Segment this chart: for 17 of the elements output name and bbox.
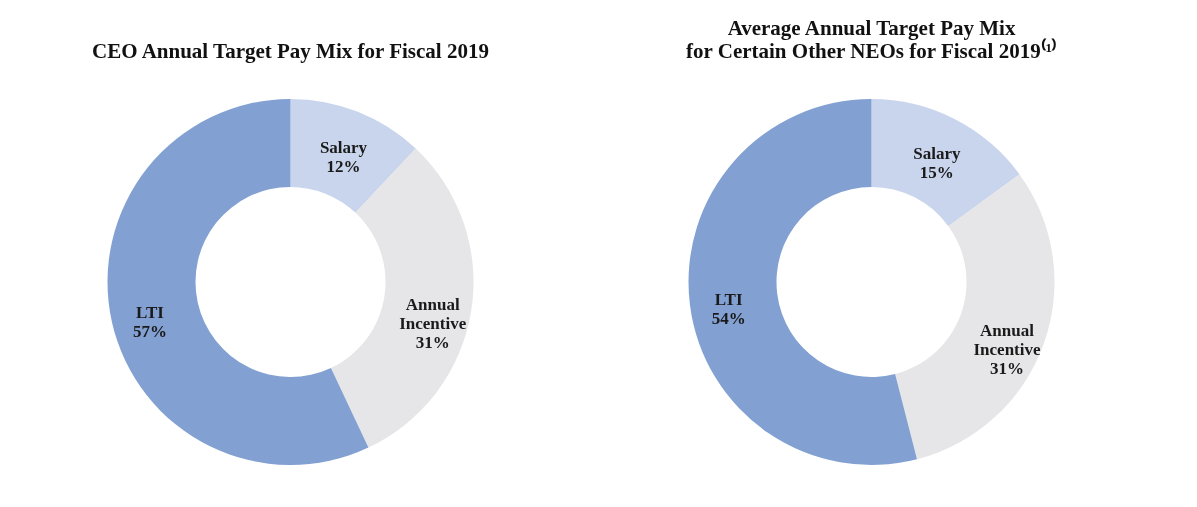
data-label: 15% (919, 162, 954, 182)
data-label: 54% (711, 309, 746, 329)
data-label: 12% (326, 157, 361, 177)
slice-label: LTI (714, 290, 743, 310)
data-label: 57% (132, 322, 167, 342)
slice-label: LTI (136, 303, 165, 323)
data-label: 31% (415, 332, 450, 352)
chart-title: CEO Annual Target Pay Mix for Fiscal 2019 (92, 39, 489, 63)
slice-label: Annual Incentive (399, 294, 467, 333)
data-label: 31% (989, 358, 1024, 378)
donut-slice (871, 99, 1020, 227)
slice-label: Salary (913, 143, 961, 163)
donut-slice (290, 99, 416, 213)
slice-label: Salary (319, 138, 368, 158)
slice-label: Annual Incentive (973, 320, 1041, 359)
donut-slice (107, 99, 369, 465)
chart-title: Average Annual Target Pay Mix for Certain Other NEOs for Fiscal 2019⁽¹⁾ (686, 16, 1057, 63)
